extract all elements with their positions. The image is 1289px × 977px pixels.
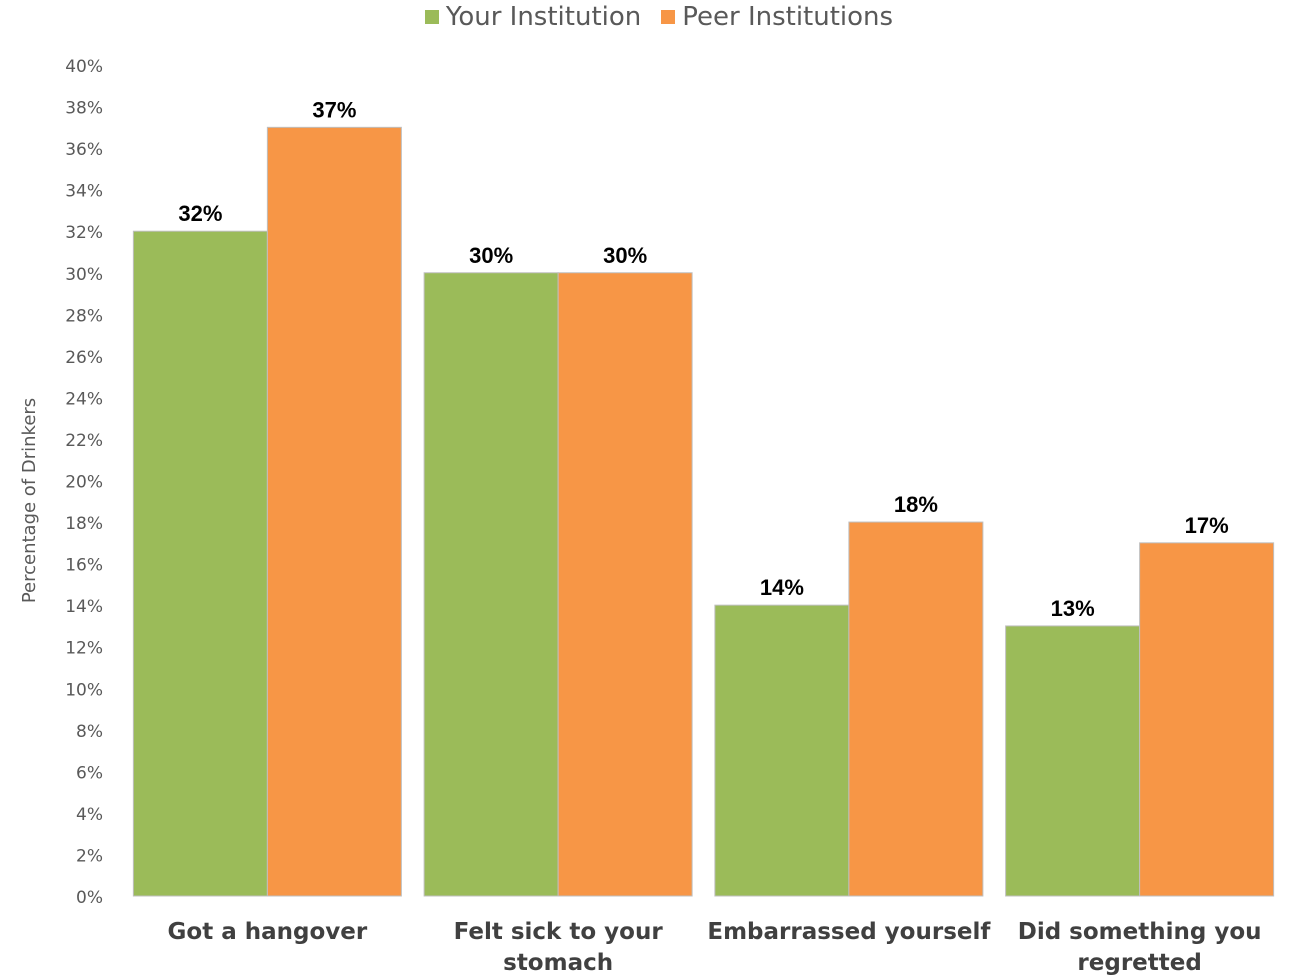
y-tick-label: 36%: [65, 140, 103, 160]
y-tick-label: 24%: [65, 389, 103, 409]
y-tick-label: 22%: [65, 431, 103, 451]
bar-peer-institutions: [557, 272, 693, 897]
y-tick-label: 12%: [65, 639, 103, 659]
legend-item-peer-institutions: Peer Institutions: [661, 2, 893, 32]
x-category-label: Felt sick to your: [454, 919, 664, 945]
y-tick-label: 20%: [65, 473, 103, 493]
legend-item-your-institution: Your Institution: [424, 2, 642, 32]
legend-swatch-peer-institutions: [661, 10, 676, 24]
legend-label-peer-institutions: Peer Institutions: [682, 2, 894, 32]
bar-your-institution: [1005, 625, 1141, 897]
x-category-label: Got a hangover: [168, 919, 368, 945]
x-category-label: Embarrassed yourself: [707, 919, 991, 945]
bar-data-label: 37%: [312, 97, 356, 122]
bar-your-institution: [423, 272, 559, 897]
bar-peer-institutions: [1139, 542, 1275, 897]
y-tick-label: 38%: [65, 99, 103, 119]
bar-data-label: 18%: [894, 492, 938, 517]
bar-data-label: 32%: [178, 201, 222, 226]
y-tick-label: 26%: [65, 348, 103, 368]
y-tick-label: 10%: [65, 680, 103, 700]
bar-data-label: 30%: [469, 243, 513, 268]
bar-data-label: 30%: [603, 243, 647, 268]
y-tick-label: 2%: [76, 846, 103, 866]
bar-your-institution: [132, 230, 268, 897]
bar-peer-institutions: [266, 126, 402, 897]
bar-your-institution: [714, 604, 850, 897]
bar-data-label: 14%: [760, 575, 804, 600]
y-tick-label: 30%: [65, 265, 103, 285]
y-axis-title: Percentage of Drinkers: [19, 398, 40, 603]
bar-peer-institutions: [848, 521, 984, 897]
x-category-label: regretted: [1077, 950, 1201, 976]
y-tick-label: 28%: [65, 306, 103, 326]
y-tick-label: 16%: [65, 556, 103, 576]
legend-swatch-your-institution: [424, 10, 439, 24]
y-tick-label: 40%: [65, 57, 103, 77]
bar-data-label: 17%: [1185, 513, 1229, 538]
y-tick-label: 14%: [65, 597, 103, 617]
y-tick-label: 32%: [65, 223, 103, 243]
x-category-label: stomach: [503, 950, 613, 976]
bar-data-label: 13%: [1051, 596, 1095, 621]
y-tick-label: 8%: [76, 722, 103, 742]
x-category-label: Did something you: [1018, 919, 1262, 945]
y-tick-label: 18%: [65, 514, 103, 534]
chart-legend: Your Institution Peer Institutions: [0, 2, 1289, 32]
y-tick-label: 0%: [76, 888, 103, 908]
y-tick-label: 34%: [65, 182, 103, 202]
y-tick-label: 4%: [76, 805, 103, 825]
legend-label-your-institution: Your Institution: [445, 2, 642, 32]
y-tick-label: 6%: [76, 763, 103, 783]
